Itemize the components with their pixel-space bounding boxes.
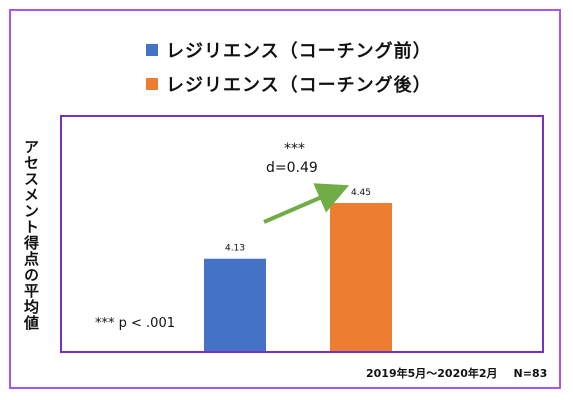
bar-after	[330, 203, 392, 351]
bar-before	[204, 258, 266, 351]
legend-entry-after: レジリエンス（コーチング後）	[146, 70, 432, 98]
footer-period: 2019年5月～2020年2月	[366, 367, 498, 380]
y-axis-label: アセスメント得点の平均値	[22, 139, 40, 331]
footer: 2019年5月～2020年2月 N=83	[366, 365, 547, 381]
p-value-note: *** p < .001	[95, 316, 175, 331]
plot-area	[60, 115, 544, 353]
legend-swatch-after	[146, 78, 158, 90]
bar-after-value-label: 4.45	[351, 188, 371, 198]
legend-swatch-before	[146, 44, 158, 56]
footer-sample-size: N=83	[513, 367, 548, 380]
legend-label-before: レジリエンス（コーチング前）	[166, 41, 432, 62]
significance-marker: ***	[284, 141, 305, 157]
effect-size-label: d=0.49	[266, 160, 318, 176]
chart-frame	[9, 9, 561, 389]
legend-entry-before: レジリエンス（コーチング前）	[146, 36, 432, 64]
improvement-arrow	[263, 183, 350, 224]
legend-label-after: レジリエンス（コーチング後）	[166, 75, 432, 96]
legend: レジリエンス（コーチング前） レジリエンス（コーチング後）	[146, 36, 432, 104]
bar-before-value-label: 4.13	[225, 244, 245, 254]
